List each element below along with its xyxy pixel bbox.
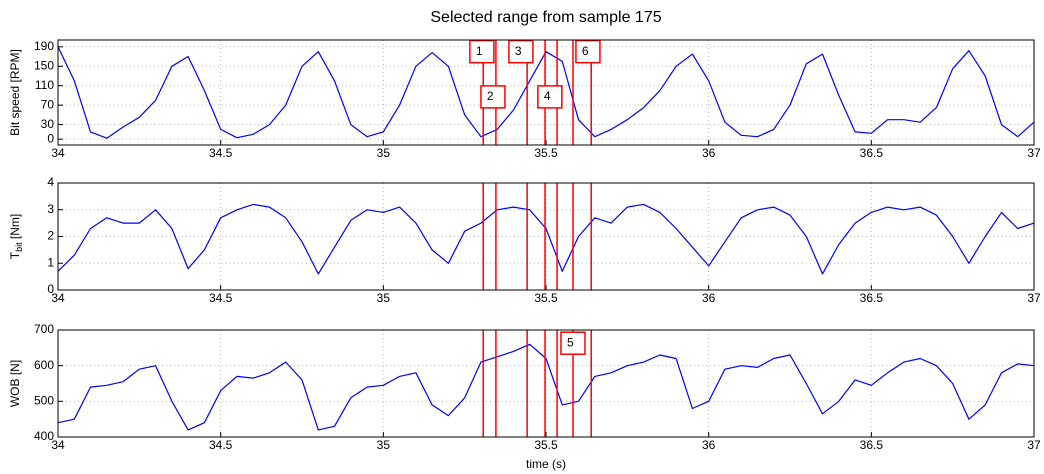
y-axis-label-text: T — [8, 251, 22, 259]
x-tick-label: 34 — [51, 438, 65, 452]
y-tick-label: 3 — [47, 202, 54, 216]
annotation-box — [469, 39, 495, 64]
y-tick-label: 2 — [47, 229, 54, 243]
annotation-box — [537, 85, 563, 109]
y-tick-label: 110 — [35, 78, 54, 92]
x-tick-label: 35 — [377, 438, 391, 452]
annotation-label: 4 — [544, 89, 551, 103]
data-line — [57, 203, 1035, 275]
x-tick-label: 34 — [51, 146, 65, 160]
x-tick-label: 37 — [1027, 438, 1041, 452]
y-tick-label: 400 — [34, 429, 54, 443]
y-axis-label-unit: [Nm] — [8, 214, 22, 243]
axes-frame — [57, 182, 1035, 291]
y-axis-label: WOB [N] — [8, 360, 22, 407]
y-axis-label: Bit speed [RPM] — [8, 49, 22, 136]
y-tick-label: 4 — [47, 175, 54, 189]
chart-title: Selected range from sample 175 — [430, 9, 661, 26]
x-tick-label: 37 — [1027, 146, 1041, 160]
axes-frame — [57, 329, 1035, 438]
y-tick-label: 70 — [41, 97, 55, 111]
y-tick-label: 500 — [34, 394, 54, 408]
annotation-label: 3 — [515, 44, 522, 58]
y-axis-label-sub: bit — [14, 242, 24, 252]
y-tick-label: 600 — [34, 358, 54, 372]
x-tick-label: 36 — [702, 146, 716, 160]
annotation-label: 5 — [567, 335, 574, 349]
annotation-box — [560, 331, 586, 355]
y-tick-label: 150 — [34, 58, 54, 72]
x-tick-label: 36.5 — [860, 291, 884, 305]
x-tick-label: 36 — [702, 291, 716, 305]
x-tick-label: 34.5 — [209, 146, 233, 160]
x-tick-label: 36 — [702, 438, 716, 452]
annotation-box — [480, 85, 506, 109]
y-axis-label: Tbit [Nm] — [8, 214, 24, 260]
x-tick-label: 34.5 — [209, 291, 233, 305]
x-tick-label: 36.5 — [860, 438, 884, 452]
y-tick-label: 30 — [41, 117, 55, 131]
x-tick-label: 36.5 — [860, 146, 884, 160]
annotation-box — [508, 39, 534, 64]
x-tick-label: 37 — [1027, 291, 1041, 305]
data-line — [57, 343, 1035, 431]
y-axis-label-text: WOB [N] — [8, 360, 22, 407]
x-axis-label: time (s) — [526, 457, 566, 471]
x-tick-label: 35 — [377, 146, 391, 160]
annotation-label: 2 — [487, 89, 494, 103]
y-tick-label: 1 — [47, 255, 54, 269]
annotation-label: 1 — [476, 44, 483, 58]
data-line — [57, 46, 1035, 139]
y-tick-label: 700 — [34, 322, 54, 336]
x-tick-label: 35 — [377, 291, 391, 305]
y-axis-label-text: Bit speed [RPM] — [8, 49, 22, 136]
y-tick-label: 0 — [47, 131, 54, 145]
x-tick-label: 35.5 — [534, 291, 558, 305]
x-tick-label: 34 — [51, 291, 65, 305]
annotation-box — [575, 39, 601, 64]
annotation-label: 6 — [582, 44, 589, 58]
axes-frame — [57, 39, 1035, 146]
x-tick-label: 34.5 — [209, 438, 233, 452]
y-tick-label: 190 — [34, 39, 54, 53]
x-tick-label: 35.5 — [534, 146, 558, 160]
x-tick-label: 35.5 — [534, 438, 558, 452]
y-tick-label: 0 — [47, 282, 54, 296]
